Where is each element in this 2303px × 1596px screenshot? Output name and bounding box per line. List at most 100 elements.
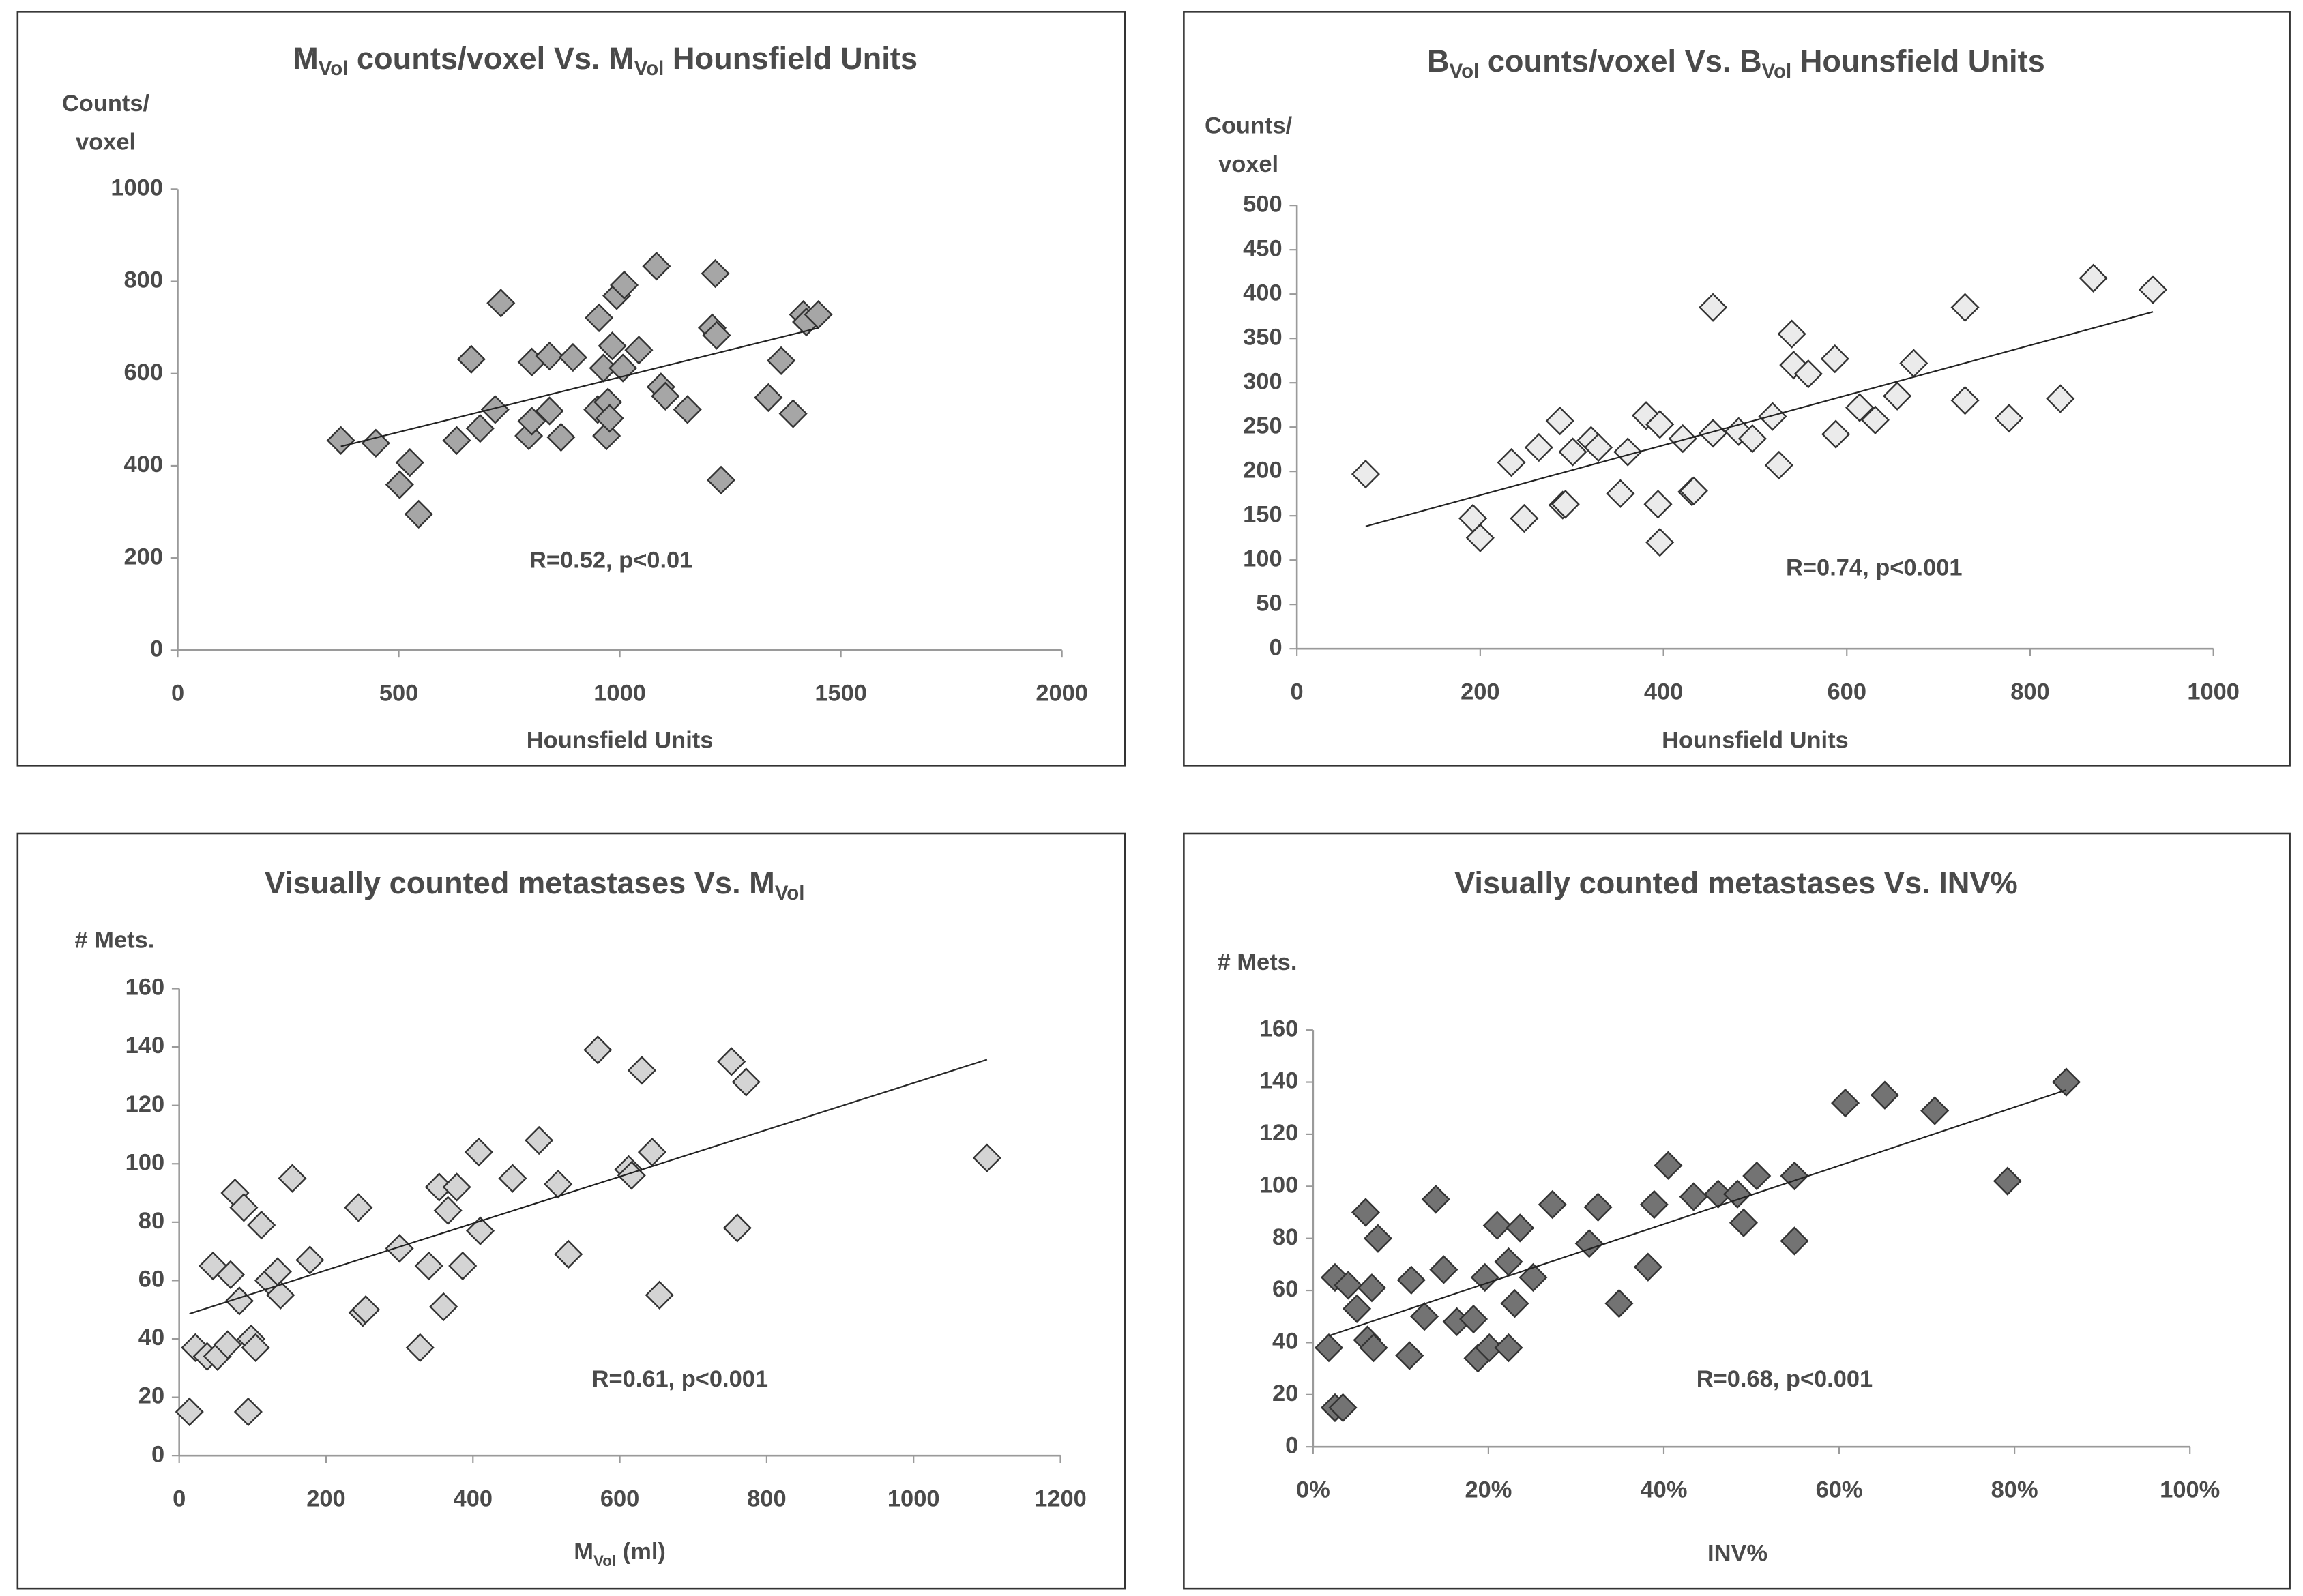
annotation: R=0.68, p<0.001 — [1697, 1366, 1873, 1392]
trendline — [340, 327, 819, 447]
point — [385, 1234, 414, 1263]
point — [731, 1067, 761, 1097]
point — [1645, 410, 1675, 439]
point — [544, 1170, 573, 1199]
y-tick-label: 120 — [1259, 1120, 1298, 1146]
point — [1465, 523, 1495, 552]
point — [1510, 503, 1539, 533]
chart-title-part: Hounsfield Units — [664, 41, 918, 76]
point — [1870, 1080, 1899, 1110]
point — [1758, 402, 1787, 431]
panel-border — [16, 11, 1126, 767]
point — [1494, 1247, 1523, 1277]
y-axis-label: voxel — [1218, 151, 1278, 177]
x-tick-label: 60% — [1816, 1477, 1863, 1503]
point — [1551, 490, 1580, 519]
point — [546, 422, 576, 452]
y-tick-label: 20 — [138, 1383, 164, 1409]
point — [1821, 419, 1851, 449]
y-tick-label: 200 — [1243, 457, 1282, 483]
y-tick-label: 300 — [1243, 368, 1282, 394]
x-axis-label: INV% — [1707, 1540, 1767, 1566]
point — [2079, 263, 2108, 293]
point — [1780, 1161, 1809, 1191]
panel-border — [1183, 11, 2291, 767]
point — [1950, 293, 1980, 322]
point — [1421, 1185, 1450, 1214]
point — [1334, 1271, 1363, 1300]
point — [1494, 1333, 1523, 1363]
x-tick-label: 200 — [1461, 679, 1499, 705]
point — [1328, 1393, 1358, 1423]
x-axis-label: Hounsfield Units — [527, 728, 714, 754]
y-axis-label: Counts/ — [62, 91, 150, 117]
y-tick-label: 0 — [151, 1441, 164, 1467]
point — [1668, 424, 1697, 454]
point — [1643, 490, 1673, 519]
point — [1779, 350, 1808, 380]
panel-border — [16, 832, 1126, 1590]
x-tick-label: 1200 — [1034, 1486, 1087, 1511]
point — [456, 344, 486, 374]
point — [326, 426, 355, 455]
point — [717, 1047, 746, 1076]
point — [1519, 1262, 1548, 1292]
x-tick-label: 400 — [1644, 679, 1683, 705]
y-tick-label: 200 — [124, 544, 163, 570]
point — [535, 341, 564, 371]
point — [1357, 1273, 1387, 1303]
point — [448, 1251, 478, 1281]
x-tick-label: 0 — [173, 1486, 186, 1511]
point — [278, 1164, 307, 1193]
point — [1793, 359, 1823, 389]
point — [598, 331, 627, 361]
x-tick-label: 1000 — [2187, 679, 2240, 705]
y-tick-label: 160 — [1259, 1016, 1298, 1041]
x-axis-label: Hounsfield Units — [1662, 728, 1849, 754]
point — [1831, 1088, 1860, 1118]
y-tick-label: 60 — [1272, 1276, 1298, 1302]
point — [558, 342, 587, 372]
point — [1950, 385, 1980, 415]
point — [224, 1286, 254, 1316]
x-tick-label: 1000 — [888, 1486, 940, 1511]
chart-title-part: Hounsfield Units — [1791, 44, 2045, 78]
point — [1482, 1211, 1512, 1240]
chart-title-part: Vol — [775, 882, 805, 904]
y-tick-label: 100 — [1243, 546, 1282, 572]
x-tick-label: 100% — [2160, 1477, 2220, 1503]
y-tick-label: 140 — [1259, 1068, 1298, 1094]
point — [1470, 1262, 1499, 1292]
point — [175, 1397, 204, 1427]
point — [1820, 344, 1849, 374]
point — [213, 1330, 242, 1359]
y-tick-label: 140 — [126, 1033, 164, 1059]
point — [645, 1280, 674, 1310]
point — [2051, 1067, 2081, 1097]
chart-title-part: M — [293, 41, 319, 76]
point — [1574, 1229, 1604, 1258]
point — [617, 1161, 646, 1190]
chart-title: Visually counted metastases Vs. INV% — [1454, 866, 2018, 900]
point — [1351, 1198, 1381, 1227]
point — [486, 289, 516, 318]
chart-title-part: counts/voxel Vs. M — [348, 41, 634, 76]
y-tick-label: 20 — [1272, 1380, 1298, 1406]
point — [1351, 459, 1380, 489]
x-tick-label: 200 — [306, 1486, 345, 1511]
y-tick-label: 100 — [1259, 1172, 1298, 1198]
chart-title: BVol counts/voxel Vs. BVol Hounsfield Un… — [1427, 44, 2045, 83]
x-tick-label: 40% — [1641, 1477, 1688, 1503]
y-tick-label: 80 — [138, 1208, 164, 1234]
point — [585, 303, 614, 333]
chart-title: MVol counts/voxel Vs. MVol Hounsfield Un… — [293, 41, 918, 80]
point — [1410, 1302, 1439, 1331]
chart-title-part: Vol — [1450, 60, 1480, 83]
point — [1780, 1226, 1809, 1256]
point — [1679, 476, 1708, 505]
point — [624, 336, 654, 365]
point — [1506, 1213, 1535, 1243]
point — [1396, 1265, 1426, 1295]
point — [1395, 1341, 1424, 1370]
chart-title-part: Vol — [1762, 60, 1792, 83]
